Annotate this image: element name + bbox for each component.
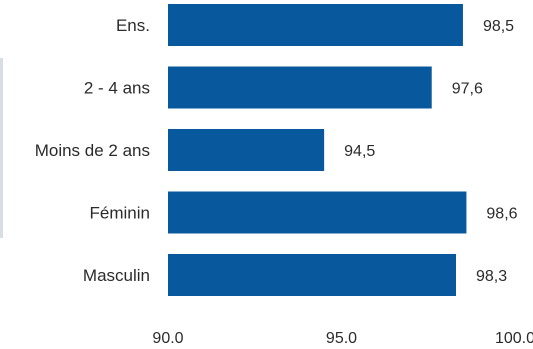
x-tick-label-2: 95.0: [326, 330, 357, 347]
category-label-5: Masculin: [83, 266, 150, 285]
bar-4: [168, 191, 467, 234]
bar-5: [168, 254, 457, 296]
value-label-3: 94,5: [344, 143, 375, 160]
bar-3: [168, 129, 325, 171]
category-label-4: Féminin: [90, 204, 150, 223]
category-label-3: Moins de 2 ans: [35, 141, 150, 160]
bar-1: [168, 4, 463, 46]
value-label-1: 98,5: [483, 18, 514, 35]
left-edge-divider: [0, 58, 3, 238]
category-label-2: 2 - 4 ans: [84, 79, 150, 98]
category-label-1: Ens.: [116, 16, 150, 35]
value-label-4: 98,6: [486, 206, 517, 223]
bar-2: [168, 66, 432, 109]
x-tick-label-1: 90.0: [152, 330, 183, 347]
value-label-2: 97,6: [452, 81, 483, 98]
value-label-5: 98,3: [476, 268, 507, 285]
x-tick-label-3: 100.0: [495, 330, 533, 347]
